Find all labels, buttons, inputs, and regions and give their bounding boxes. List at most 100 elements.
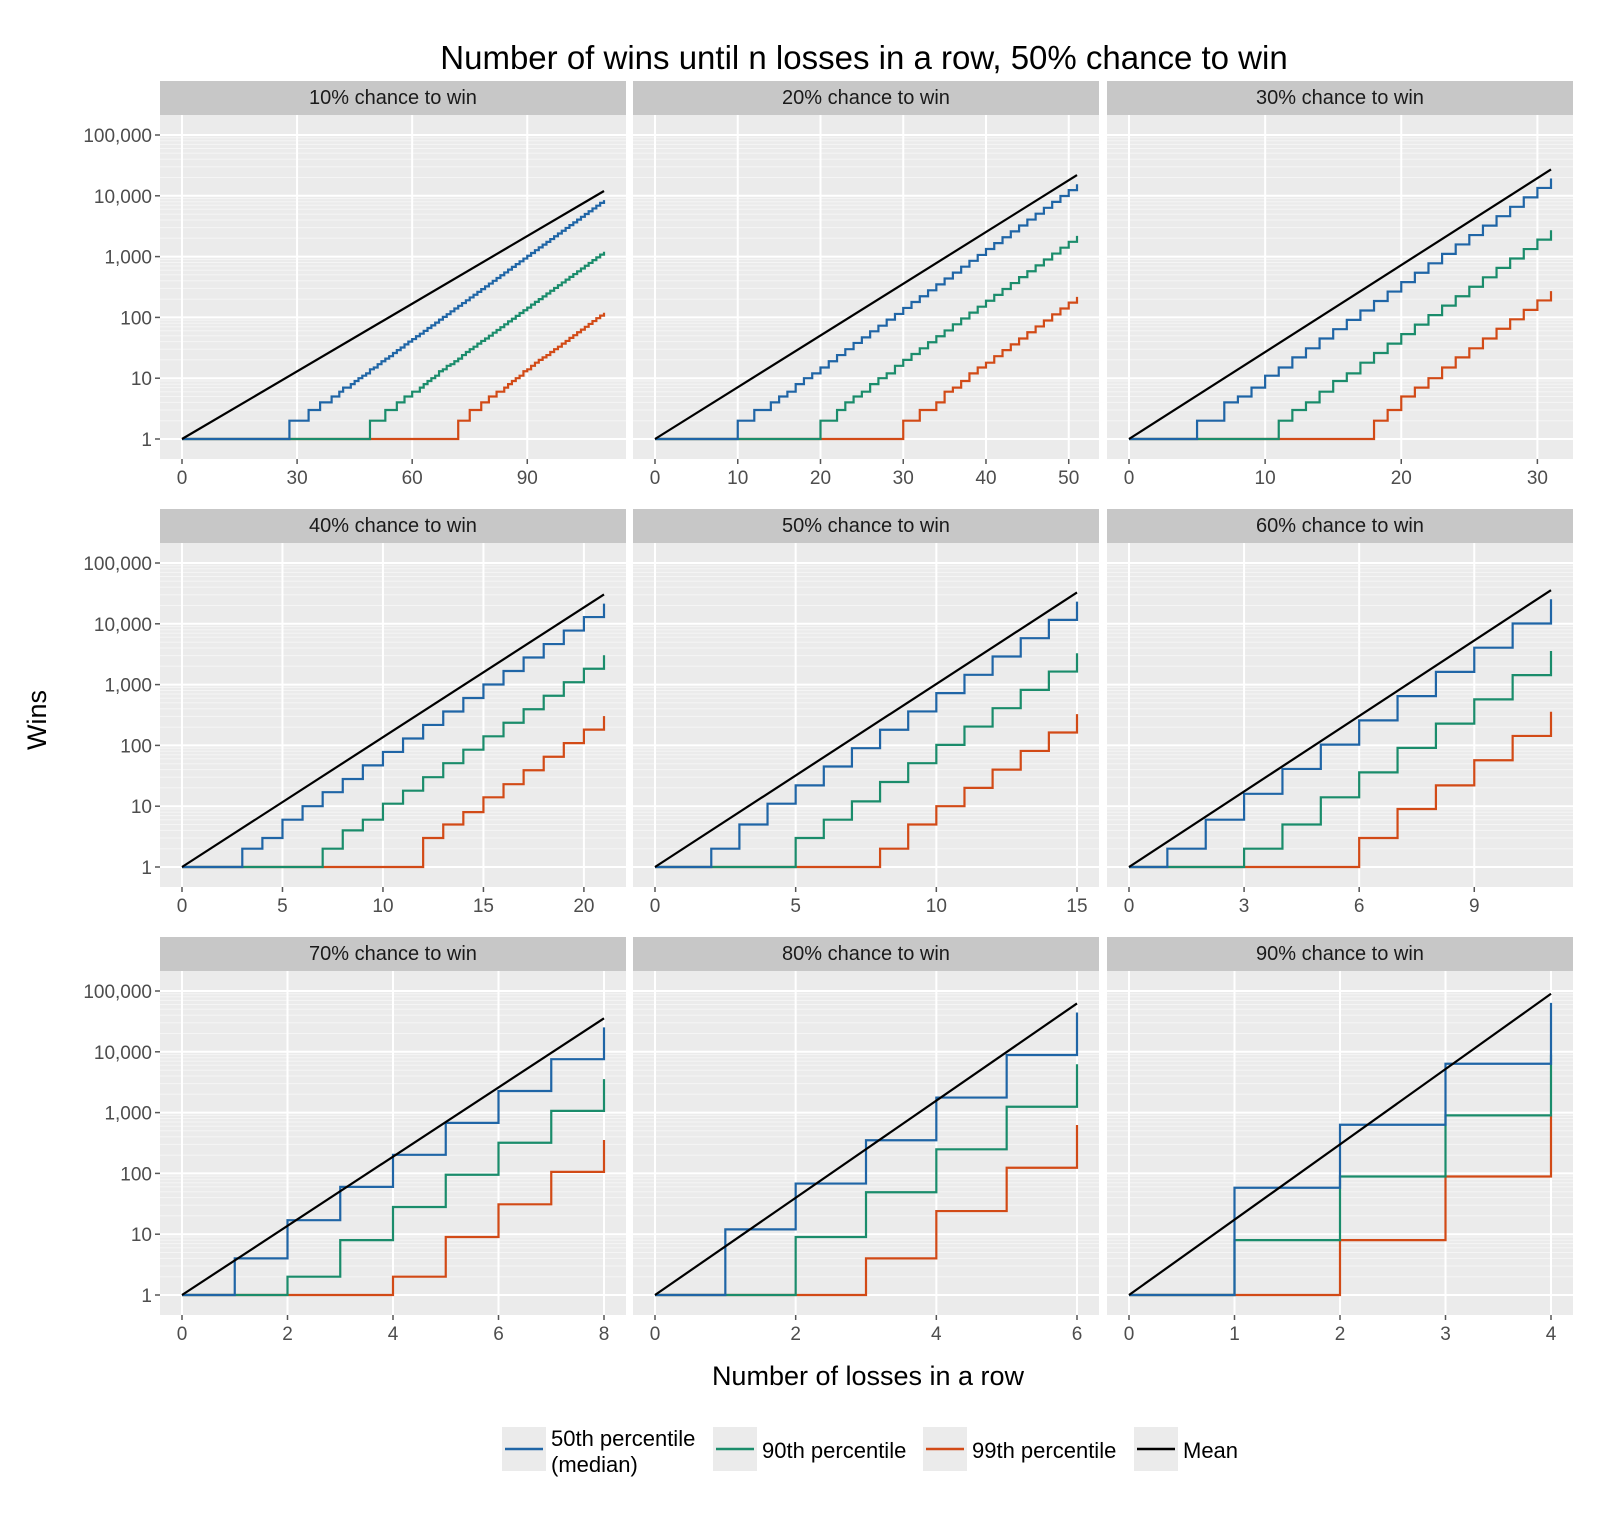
series-line-p90: [1129, 230, 1553, 441]
series-line-p90: [655, 1064, 1079, 1297]
x-tick-label: 9: [1469, 896, 1480, 917]
x-tick-label: 10: [1255, 468, 1276, 489]
legend-item-median: 50th percentile (median): [502, 1426, 695, 1477]
series-line-mean: [654, 1002, 1078, 1296]
x-tick-label: 0: [177, 468, 188, 489]
x-tick-label: 1: [1229, 1324, 1240, 1345]
facet-strip-label: 30% chance to win: [1256, 87, 1424, 109]
facet-panel: 10% chance to win 1 10 100 1,000 10,000 100,00…: [83, 81, 626, 489]
facet-panel: 20% chance to win 0 10 20 30 40 50: [633, 81, 1099, 489]
series-line-p50: [182, 1027, 606, 1297]
facet-strip-label: 90% chance to win: [1256, 943, 1424, 965]
legend-label-median-line1: 50th percentile: [551, 1426, 695, 1451]
x-tick-label: 20: [810, 468, 831, 489]
series-line-p99: [182, 1139, 606, 1297]
x-tick-label: 2: [1335, 1324, 1346, 1345]
x-axis-title: Number of losses in a row: [712, 1361, 1025, 1391]
facet-strip-label: 80% chance to win: [782, 943, 950, 965]
series-line-p90: [182, 1079, 606, 1297]
series-line-mean: [654, 591, 1078, 868]
facet-panels: 10% chance to win1101001,00010,000100,00…: [83, 81, 1573, 1345]
series-line-p90: [182, 655, 606, 869]
facet-strip: [160, 81, 626, 115]
x-tick-label: 40: [975, 468, 996, 489]
facet-strip: [633, 81, 1099, 115]
facet-strip-label: 50% chance to win: [782, 515, 950, 537]
y-tick-label: 100,000: [83, 554, 152, 575]
facet-panel: 40% chance to win1101001,00010,000100,00…: [83, 509, 626, 917]
plot-background: [160, 115, 626, 459]
series-line-p50: [655, 601, 1079, 869]
x-tick-label: 20: [573, 896, 594, 917]
series-line-mean: [654, 174, 1078, 440]
legend-label-median-line2: (median): [551, 1452, 638, 1477]
x-tick-label: 0: [177, 1324, 188, 1345]
x-tick-label: 4: [1546, 1324, 1557, 1345]
facet-panel: 30% chance to win 0 10 20 30: [1107, 81, 1573, 489]
series-line-p90: [1129, 650, 1553, 869]
facet-panel: 80% chance to win 0 2 4 6: [633, 937, 1099, 1345]
y-tick-label: 10,000: [94, 615, 152, 636]
x-tick-label: 50: [1058, 468, 1079, 489]
x-tick-label: 15: [473, 896, 494, 917]
y-tick-label: 100: [120, 1164, 152, 1185]
series-line-p50: [182, 200, 606, 441]
x-tick-label: 0: [650, 896, 661, 917]
x-tick-label: 0: [1124, 896, 1135, 917]
facet-strip: [633, 509, 1099, 543]
x-tick-label: 6: [493, 1324, 504, 1345]
facet-panel: 60% chance to win 0 3 6 9: [1107, 509, 1573, 917]
y-tick-label: 1,000: [104, 676, 152, 697]
legend-label-p99: 99th percentile: [972, 1438, 1116, 1463]
facet-panel: 90% chance to win 0 1 2 3 4: [1107, 937, 1573, 1345]
y-axis-title: Wins: [22, 690, 52, 750]
x-tick-label: 0: [650, 1324, 661, 1345]
series-line-mean: [1128, 589, 1552, 868]
y-tick-label: 10: [131, 797, 152, 818]
series-line-mean: [181, 190, 605, 440]
facet-strip: [1107, 81, 1573, 115]
x-tick-label: 15: [1066, 896, 1087, 917]
series-line-mean: [181, 593, 605, 868]
x-tick-label: 10: [727, 468, 748, 489]
x-tick-label: 10: [372, 896, 393, 917]
facet-panel: 50% chance to win 0 5 10 15: [633, 509, 1099, 917]
y-tick-label: 1: [141, 858, 152, 879]
x-tick-label: 2: [790, 1324, 801, 1345]
x-tick-label: 20: [1391, 468, 1412, 489]
legend: 50th percentile (median) 90th percentile…: [502, 1426, 1238, 1477]
facet-strip-label: 60% chance to win: [1256, 515, 1424, 537]
series-line-p90: [655, 653, 1079, 869]
series-line-p90: [655, 235, 1079, 441]
y-tick-label: 1,000: [104, 248, 152, 269]
series-line-mean: [1128, 992, 1552, 1296]
plot-background: [1107, 115, 1573, 459]
x-tick-label: 0: [1124, 468, 1135, 489]
series-line-p50: [1129, 599, 1553, 869]
series-line-p99: [1129, 1115, 1553, 1297]
x-tick-label: 5: [277, 896, 288, 917]
x-tick-label: 60: [402, 468, 423, 489]
series-line-mean: [181, 1017, 605, 1296]
x-tick-label: 4: [931, 1324, 942, 1345]
y-tick-label: 10,000: [94, 1043, 152, 1064]
x-tick-label: 90: [517, 468, 538, 489]
x-tick-label: 6: [1354, 896, 1365, 917]
facet-strip: [160, 509, 626, 543]
x-tick-label: 3: [1440, 1324, 1451, 1345]
x-tick-label: 3: [1239, 896, 1250, 917]
y-tick-label: 10,000: [94, 187, 152, 208]
series-line-p50: [655, 184, 1079, 441]
series-line-p50: [655, 1012, 1079, 1297]
y-tick-label: 1: [141, 1286, 152, 1307]
facet-strip-label: 40% chance to win: [309, 515, 477, 537]
x-tick-label: 10: [926, 896, 947, 917]
facet-strip-label: 10% chance to win: [309, 87, 477, 109]
series-line-mean: [1128, 168, 1552, 440]
x-tick-label: 30: [893, 468, 914, 489]
legend-label-p90: 90th percentile: [762, 1438, 906, 1463]
legend-item-p99: 99th percentile: [923, 1427, 1116, 1471]
legend-item-p90: 90th percentile: [713, 1427, 906, 1471]
facet-panel: 70% chance to win 1 10 100 1,000 10,000 100,00…: [83, 937, 626, 1345]
